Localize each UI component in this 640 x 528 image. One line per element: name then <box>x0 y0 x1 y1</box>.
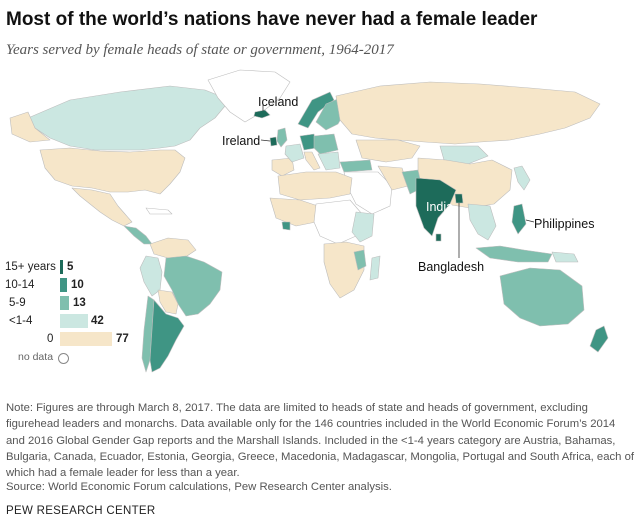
country-india <box>415 177 457 237</box>
country-ireland <box>269 136 278 147</box>
footnote: Note: Figures are through March 8, 2017.… <box>6 402 634 480</box>
country-east-africa <box>351 211 375 243</box>
legend-label: 10-14 <box>5 279 35 291</box>
legend-row-0: 0 77 <box>3 332 143 348</box>
country-france <box>284 143 305 163</box>
philippines-leader-line <box>525 219 535 223</box>
legend-row-15-plus: 15+ years 5 <box>3 260 123 276</box>
country-north-africa <box>277 171 353 201</box>
country-brazil <box>163 255 223 317</box>
legend-swatch <box>60 332 112 346</box>
country-korea-japan <box>513 165 531 191</box>
country-sri-lanka <box>435 233 442 242</box>
legend-count: 77 <box>116 333 129 345</box>
no-data-circle-icon <box>58 353 69 364</box>
chart-title: Most of the world’s nations have never h… <box>6 9 538 30</box>
country-mozambique <box>353 249 367 271</box>
country-bangladesh <box>454 193 464 204</box>
legend-swatch <box>60 278 67 292</box>
country-argentina <box>149 299 185 373</box>
country-turkey <box>339 159 373 173</box>
country-central-america <box>123 225 153 245</box>
country-canada <box>27 85 231 151</box>
country-mexico <box>71 187 133 227</box>
country-central-europe <box>313 133 339 155</box>
world-map <box>9 69 609 373</box>
legend-count: 10 <box>71 279 84 291</box>
country-caribbean <box>145 207 173 215</box>
country-indonesia <box>475 245 553 263</box>
country-bolivia-paraguay <box>157 289 179 315</box>
country-germany <box>299 133 317 151</box>
legend-count: 42 <box>91 315 104 327</box>
legend-count: 13 <box>73 297 86 309</box>
label-india: India <box>426 200 454 214</box>
country-southeast-asia <box>467 203 497 241</box>
chart-subtitle: Years served by female heads of state or… <box>6 42 394 58</box>
label-iceland: Iceland <box>258 95 299 109</box>
source-line: Source: World Economic Forum calculation… <box>6 481 392 493</box>
country-uk <box>276 127 288 148</box>
country-usa <box>39 147 186 195</box>
country-italy <box>303 151 321 171</box>
country-west-africa <box>269 197 319 227</box>
country-new-zealand <box>589 325 609 353</box>
legend-label: 15+ years <box>5 261 56 273</box>
country-greenland <box>207 69 291 123</box>
country-philippines <box>511 203 527 235</box>
country-southern-africa <box>323 241 365 299</box>
country-central-africa <box>313 199 363 245</box>
legend-count: 5 <box>67 261 74 273</box>
legend-swatch <box>60 260 63 274</box>
country-kazakhstan <box>355 139 421 163</box>
country-australia <box>499 267 585 327</box>
legend-label: <1-4 <box>9 315 33 327</box>
country-ecuador-peru <box>139 255 163 297</box>
country-papua <box>551 251 579 263</box>
ireland-leader-line <box>260 139 271 142</box>
legend-row-lt-1-4: <1-4 42 <box>3 314 123 330</box>
label-bangladesh: Bangladesh <box>418 260 485 274</box>
legend-label: 5-9 <box>9 297 26 309</box>
legend-row-10-14: 10-14 10 <box>3 278 123 294</box>
legend-row-5-9: 5-9 13 <box>3 296 123 312</box>
country-mongolia <box>439 145 489 165</box>
country-alaska <box>9 111 51 143</box>
legend-no-data-label: no data <box>18 351 54 363</box>
legend-label: 0 <box>47 333 54 345</box>
country-balkans <box>317 151 341 171</box>
label-ireland: Ireland <box>222 134 261 148</box>
country-liberia <box>281 221 291 231</box>
country-colombia-venezuela <box>149 237 197 259</box>
brand-logo-text: PEW RESEARCH CENTER <box>6 505 156 517</box>
label-philippines: Philippines <box>534 217 595 231</box>
country-russia <box>335 81 601 145</box>
country-norway <box>297 91 335 129</box>
legend-swatch <box>60 296 69 310</box>
country-madagascar <box>369 255 381 281</box>
legend-swatch <box>60 314 88 328</box>
